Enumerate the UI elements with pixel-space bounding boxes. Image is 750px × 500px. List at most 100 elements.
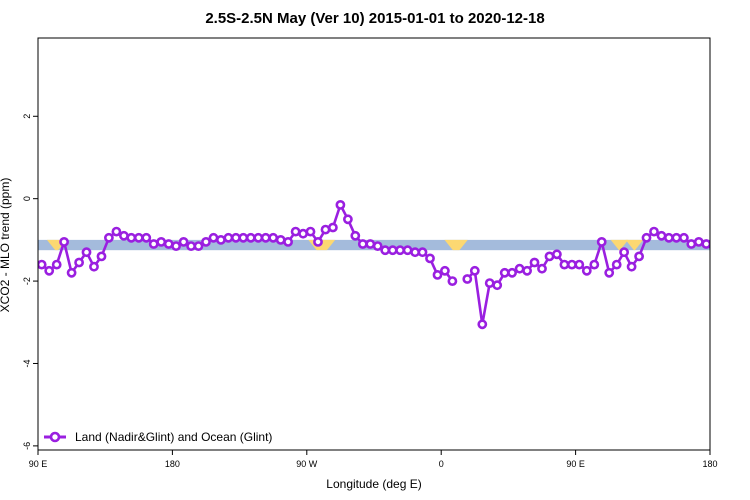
- data-point: [425, 253, 435, 264]
- y-tick-label: 0: [22, 196, 32, 201]
- data-point: [156, 236, 167, 247]
- data-point: [89, 261, 99, 272]
- x-axis: 90 E 180 90 W 0 90 E 180: [29, 450, 718, 469]
- x-tick-label: 90 E: [566, 459, 585, 469]
- y-tick-label: 2: [22, 114, 32, 119]
- data-point: [559, 259, 570, 270]
- data-point: [395, 245, 405, 256]
- data-point: [634, 251, 644, 262]
- data-point: [51, 259, 62, 270]
- data-point: [119, 230, 129, 241]
- data-point: [327, 222, 338, 233]
- data-point: [641, 232, 652, 243]
- data-point: [679, 232, 689, 243]
- data-point: [649, 226, 659, 237]
- data-point: [74, 257, 84, 268]
- data-point: [38, 259, 47, 270]
- x-tick-label: 180: [702, 459, 717, 469]
- x-tick-label: 90 E: [29, 459, 48, 469]
- data-point: [193, 241, 204, 251]
- data-point: [238, 232, 249, 243]
- legend: Land (Nadir&Glint) and Ocean (Glint): [44, 430, 272, 444]
- land-segment: [610, 239, 629, 251]
- data-point: [686, 239, 697, 249]
- y-tick-label: -4: [22, 359, 32, 367]
- legend-marker-swatch: [49, 431, 61, 443]
- data-point: [81, 247, 92, 258]
- data-point: [260, 232, 271, 243]
- data-point: [574, 259, 585, 270]
- plot-frame: [37, 37, 711, 451]
- data-point: [484, 278, 495, 288]
- data-point: [290, 226, 301, 237]
- data-point: [223, 232, 234, 243]
- data-point: [268, 232, 279, 243]
- data-point: [611, 259, 622, 270]
- data-point: [126, 232, 137, 243]
- data-point: [201, 236, 211, 247]
- data-point: [305, 226, 316, 237]
- data-point: [171, 241, 181, 251]
- data-point: [581, 265, 592, 276]
- data-point: [708, 242, 710, 250]
- data-point: [215, 234, 226, 245]
- data-point: [469, 265, 480, 276]
- data-point: [671, 232, 682, 243]
- data-point: [96, 251, 107, 262]
- y-tick-label: -2: [22, 277, 32, 285]
- y-axis: 2 0 -2 -4 -6: [22, 114, 38, 450]
- data-point: [439, 265, 450, 276]
- data-point: [59, 236, 69, 247]
- data-point: [656, 230, 667, 241]
- data-point: [357, 239, 368, 249]
- data-point: [245, 232, 256, 243]
- data-point: [350, 230, 361, 241]
- data-point: [664, 232, 674, 243]
- x-tick-label: 180: [165, 459, 180, 469]
- data-point: [529, 257, 540, 268]
- data-point: [402, 245, 413, 256]
- data-point: [342, 214, 353, 225]
- legend-label: Land (Nadir&Glint) and Ocean (Glint): [75, 430, 272, 444]
- x-axis-label: Longitude (deg E): [326, 477, 422, 491]
- data-point: [693, 236, 704, 247]
- data-point: [552, 249, 562, 260]
- data-point: [417, 247, 428, 258]
- data-point: [141, 232, 152, 243]
- data-point: [447, 276, 458, 286]
- data-point: [104, 232, 114, 243]
- data-point: [462, 274, 473, 284]
- data-point: [619, 247, 629, 258]
- land-segment: [444, 239, 468, 251]
- data-point: [596, 236, 607, 247]
- data-point: [111, 226, 122, 237]
- data-point: [178, 236, 189, 247]
- land-segment: [625, 239, 644, 251]
- chart-title: 2.5S-2.5N May (Ver 10) 2015-01-01 to 202…: [205, 10, 545, 27]
- data-point: [283, 236, 293, 247]
- data-point: [313, 236, 323, 247]
- data-point: [335, 199, 346, 210]
- data-point: [604, 267, 615, 278]
- series-layer: [38, 199, 710, 330]
- data-point: [507, 267, 517, 278]
- data-point: [380, 245, 391, 256]
- data-point: [66, 267, 77, 278]
- x-tick-label: 90 W: [296, 459, 318, 469]
- data-point: [148, 239, 159, 249]
- data-point: [514, 263, 525, 274]
- data-point: [275, 234, 286, 245]
- y-tick-label: -6: [22, 442, 32, 450]
- y-axis-label: XCO2 - MLO trend (ppm): [0, 177, 12, 313]
- data-point: [522, 265, 532, 276]
- data-point: [432, 269, 443, 280]
- data-point: [492, 280, 503, 291]
- x-tick-label: 0: [439, 459, 444, 469]
- data-point: [589, 259, 600, 270]
- data-point: [372, 241, 383, 251]
- data-point: [477, 319, 488, 330]
- data-point: [133, 232, 144, 243]
- data-point: [537, 263, 547, 274]
- data-point: [44, 265, 55, 276]
